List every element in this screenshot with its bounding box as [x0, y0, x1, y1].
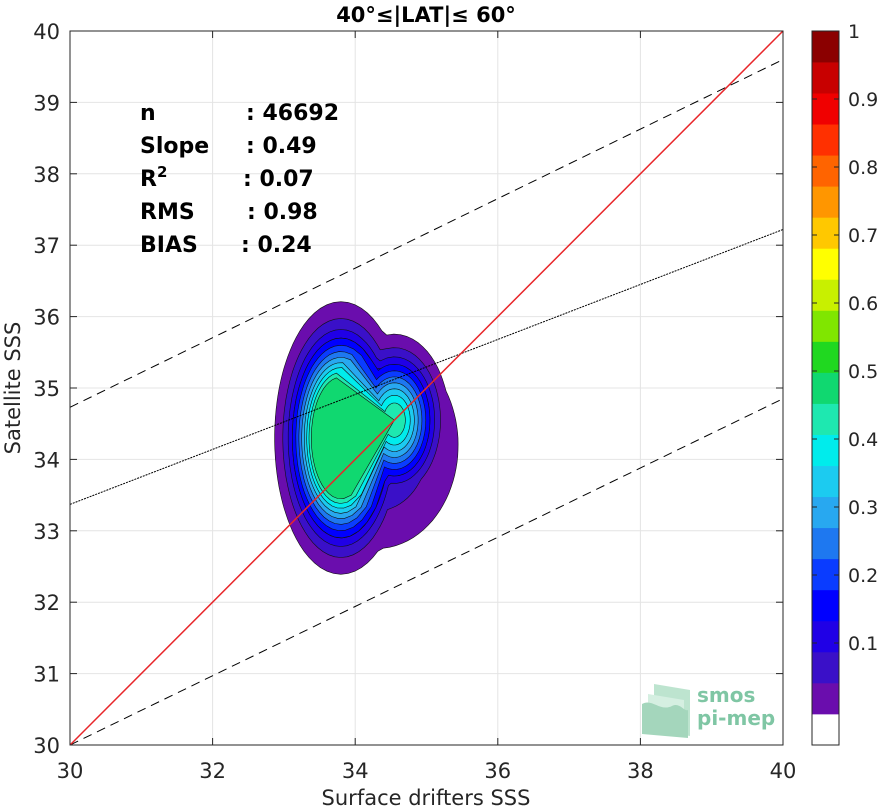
x-tick-label: 36	[484, 759, 511, 783]
colorbar-tick-label: 0.7	[848, 225, 878, 247]
colorbar-segment	[812, 713, 839, 746]
stat-label: BIAS	[140, 233, 198, 258]
logo-line-2: pi-mep	[697, 706, 775, 730]
y-tick-label: 38	[33, 163, 60, 187]
colorbar-segment	[812, 620, 839, 653]
stat-value: : 0.07	[243, 167, 314, 192]
colorbar-segment	[812, 248, 839, 280]
colorbar-tick-label: 0.9	[848, 89, 878, 111]
y-tick-label: 36	[33, 306, 60, 330]
stat-value: : 0.98	[247, 200, 318, 225]
colorbar-segment	[812, 527, 839, 560]
stat-label: n	[140, 101, 156, 126]
colorbar-segment	[812, 651, 839, 684]
y-tick-label: 33	[33, 520, 60, 544]
colorbar-segment	[812, 93, 839, 125]
colorbar-segment	[812, 403, 839, 435]
stat-label: Slope	[140, 134, 209, 159]
colorbar-tick-label: 0.6	[848, 293, 878, 315]
colorbar-segment	[812, 682, 839, 715]
stat-label: RMS	[140, 200, 195, 225]
y-tick-label: 39	[33, 91, 60, 115]
colorbar-frame	[811, 30, 840, 746]
chart-title: 40°≤|LAT|≤ 60°	[336, 3, 516, 28]
colorbar-segment	[812, 589, 839, 622]
colorbar-tick-label: 0.2	[848, 565, 878, 587]
colorbar-tick-label: 0.5	[848, 361, 878, 383]
smos-pi-mep-logo: smos pi-mep	[642, 683, 775, 738]
regression-line	[70, 229, 783, 505]
colorbar-tick-label: 0.3	[848, 497, 878, 519]
y-tick-label: 31	[33, 663, 60, 687]
y-tick-label: 40	[33, 20, 60, 44]
x-tick-label: 30	[57, 759, 84, 783]
upper-bound-line	[70, 59, 783, 408]
x-tick-label: 38	[627, 759, 654, 783]
contour-band-secondary	[310, 377, 395, 500]
colorbar-segment	[812, 186, 839, 218]
colorbar-segment	[812, 124, 839, 156]
stat-value: : 0.49	[246, 134, 317, 159]
x-tick-label: 32	[199, 759, 226, 783]
colorbar-segment	[812, 62, 839, 94]
colorbar-segment	[812, 434, 839, 467]
colorbar-segment	[812, 465, 839, 498]
x-tick-label: 40	[770, 759, 797, 783]
identity-line	[70, 31, 783, 745]
logo-waves-icon	[642, 684, 690, 738]
y-axis: 30 31 32 33 34 35 36 37 38 39 40	[33, 20, 783, 758]
colorbar-segment	[812, 279, 839, 311]
y-tick-label: 34	[33, 448, 60, 472]
lower-bound-line	[70, 398, 783, 745]
y-axis-label: Satellite SSS	[1, 322, 25, 455]
y-tick-label: 32	[33, 591, 60, 615]
colorbar-segment	[812, 341, 839, 373]
colorbar-tick-label: 0.1	[848, 633, 878, 655]
y-tick-label: 30	[33, 734, 60, 758]
x-tick-label: 34	[342, 759, 369, 783]
y-tick-label: 35	[33, 377, 60, 401]
logo-line-1: smos	[697, 683, 755, 707]
reference-lines	[70, 31, 783, 745]
colorbar-segment	[812, 217, 839, 249]
colorbar-tick-label: 0.4	[848, 429, 878, 451]
colorbar-segment	[812, 372, 839, 404]
colorbar: 0.1 0.2 0.3 0.4 0.5 0.6 0.7 0.8 0.9 1	[811, 21, 878, 746]
colorbar-segment	[812, 310, 839, 342]
colorbar-tick-label: 1	[848, 21, 860, 43]
colorbar-segment	[812, 31, 839, 63]
x-axis: 30 32 34 36 38 40	[57, 31, 797, 783]
colorbar-segment	[812, 558, 839, 591]
colorbar-tick-label: 0.8	[848, 157, 878, 179]
stat-value: : 0.24	[241, 233, 312, 258]
x-axis-label: Surface drifters SSS	[322, 786, 531, 810]
stat-value: : 46692	[246, 101, 339, 126]
colorbar-segment	[812, 155, 839, 187]
y-tick-label: 37	[33, 234, 60, 258]
colorbar-segment	[812, 496, 839, 529]
